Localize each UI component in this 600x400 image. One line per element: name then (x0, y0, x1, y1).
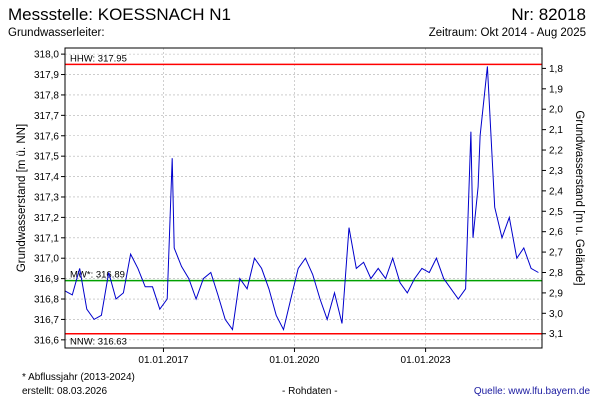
x-tick-label: 01.01.2020 (269, 355, 319, 366)
y2-tick-label: 2,1 (549, 125, 563, 136)
y-tick-label: 317,0 (34, 254, 59, 265)
groundwater-series-line (64, 66, 539, 332)
raw-data-label: - Rohdaten - (282, 386, 338, 397)
y-tick-label: 317,3 (34, 192, 59, 203)
source-link[interactable]: Quelle: www.lfu.bayern.de (473, 386, 590, 397)
plot-frame (64, 47, 543, 349)
reference-label: MW*: 316.89 (70, 270, 125, 281)
created-date: erstellt: 08.03.2026 (22, 386, 108, 397)
y-tick-label: 317,7 (34, 111, 59, 122)
y2-tick-label: 2,7 (549, 248, 563, 259)
grid (65, 48, 542, 348)
y-axis-label: Grundwasserstand [m ü. NN] (16, 124, 28, 272)
y-tick-label: 317,4 (34, 172, 59, 183)
y2-tick-label: 2,5 (549, 207, 563, 218)
y2-tick-label: 3,0 (549, 309, 563, 320)
reference-label: HHW: 317.95 (70, 53, 127, 64)
y-tick-label: 316,9 (34, 274, 59, 285)
station-title: Messstelle: KOESSNACH N1 (8, 5, 231, 24)
aquifer-label: Grundwasserleiter: (8, 27, 105, 39)
y2-tick-label: 2,9 (549, 288, 563, 299)
y-tick-label: 317,5 (34, 152, 59, 163)
y2-tick-label: 2,2 (549, 146, 563, 157)
y-axis-right: 1,8 1,9 2,0 2,1 2,2 2,3 2,4 2,5 2,6 2,7 2,8 2,9 3,0 3… (542, 64, 563, 340)
y2-tick-label: 1,9 (549, 84, 563, 95)
y-tick-label: 316,6 (34, 335, 59, 346)
y-tick-label: 317,1 (34, 233, 59, 244)
y2-tick-label: 1,8 (549, 64, 563, 75)
x-tick-label: 01.01.2023 (401, 355, 451, 366)
x-tick-label: 01.01.2017 (138, 355, 188, 366)
y-tick-label: 317,2 (34, 213, 59, 224)
y2-tick-label: 2,4 (549, 186, 563, 197)
footnote: * Abflussjahr (2013-2024) (22, 372, 135, 383)
station-number: Nr: 82018 (511, 5, 586, 24)
y-axis-left: 316,6 316,7 316,8 316,9 317,0 317,1 317,2 317,3… (34, 50, 65, 346)
x-axis: 01.01.2017 01.01.2020 01.01.2023 (138, 348, 451, 366)
y2-tick-label: 2,6 (549, 227, 563, 238)
period-label: Zeitraum: Okt 2014 - Aug 2025 (428, 27, 586, 39)
reference-lines: HHW: 317.95 MW*: 316.89 NNW: 316.63 (65, 53, 542, 348)
y-tick-label: 317,6 (34, 131, 59, 142)
y2-tick-label: 2,3 (549, 166, 563, 177)
y-tick-label: 317,8 (34, 90, 59, 101)
y-tick-label: 317,9 (34, 70, 59, 81)
y-tick-label: 318,0 (34, 50, 59, 61)
reference-label: NNW: 316.63 (70, 337, 127, 348)
y-tick-label: 316,7 (34, 315, 59, 326)
y-tick-label: 316,8 (34, 295, 59, 306)
y2-tick-label: 2,0 (549, 105, 563, 116)
y2-tick-label: 3,1 (549, 329, 563, 340)
y2-tick-label: 2,8 (549, 268, 563, 279)
y2-axis-label: Grundwasserstand [m u. Gelände] (573, 110, 585, 285)
